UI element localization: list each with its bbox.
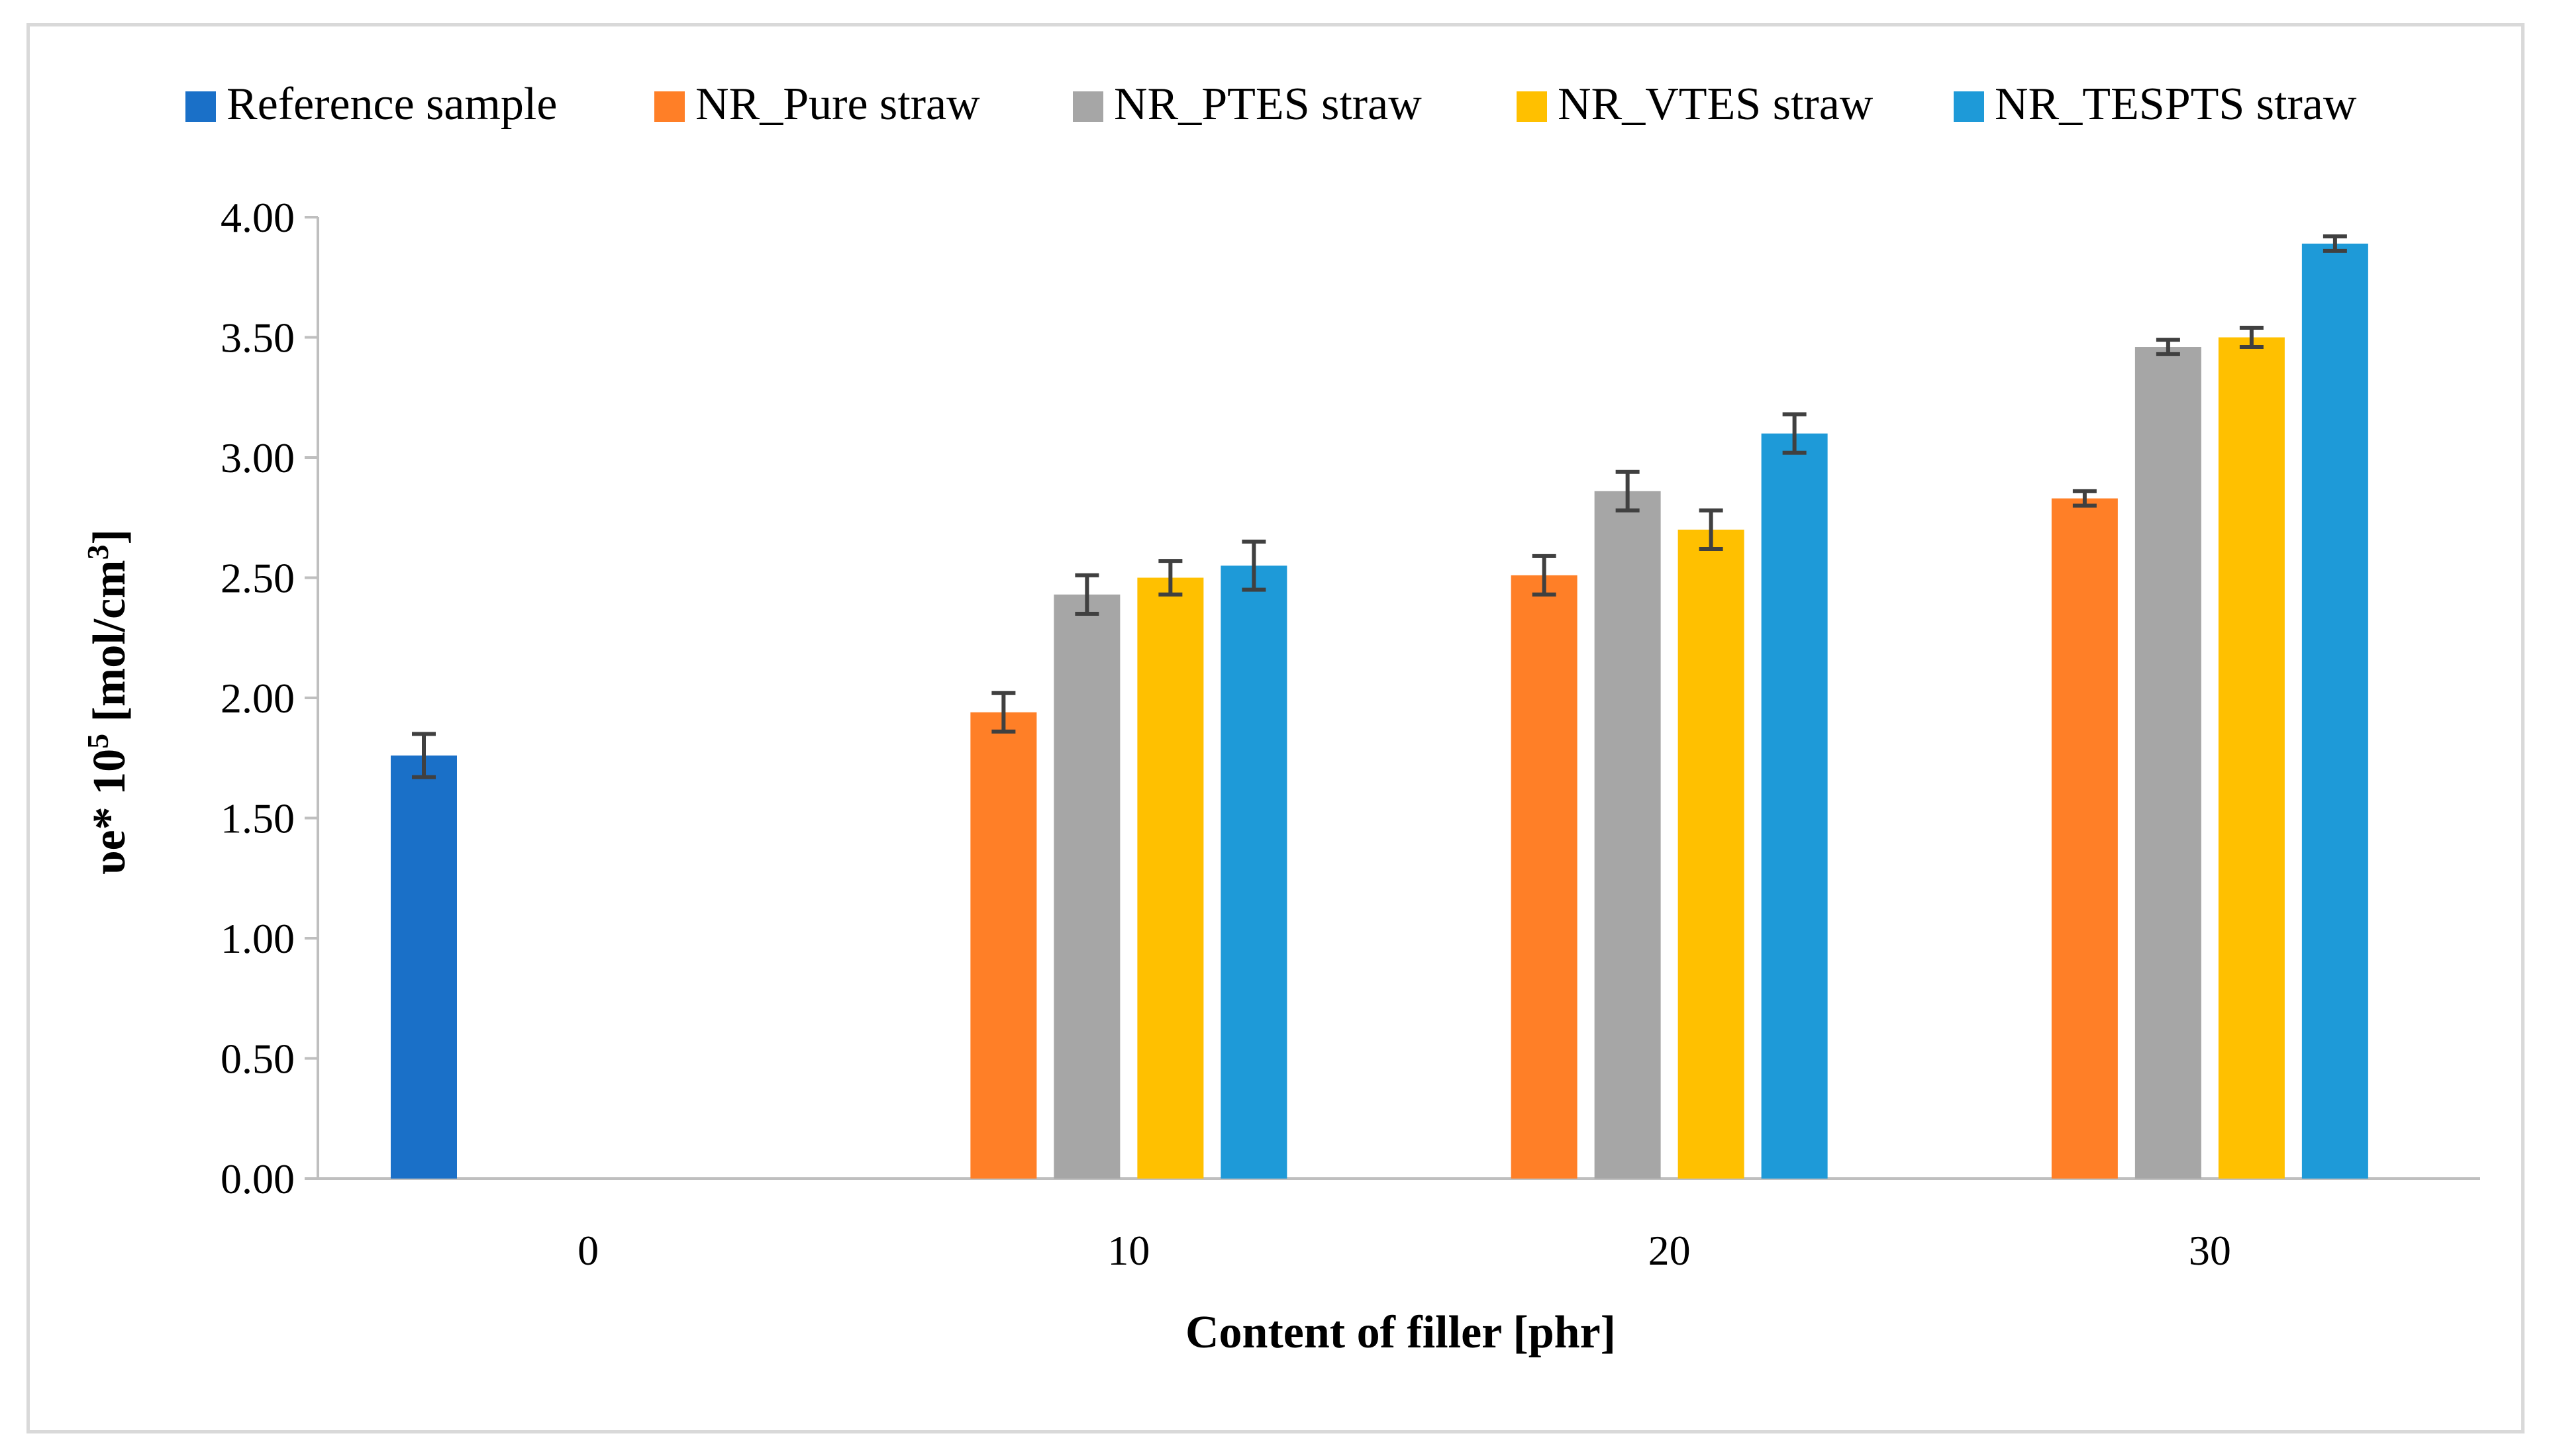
axes: 0.00 0.50 1.00 1.50 2.00 2.50 3.00 3.50 4.00 0 10 2… (221, 194, 2480, 1274)
legend-swatch (1517, 91, 1547, 122)
y-tick-label: 2.00 (221, 675, 295, 722)
legend-swatch (1954, 91, 1984, 122)
x-axis-title: Content of filler [phr] (1185, 1307, 1616, 1358)
bar (1677, 529, 1744, 1179)
x-tick-label: 20 (1648, 1227, 1691, 1274)
y-tick-label: 4.00 (221, 194, 295, 241)
y-tick-label: 0.00 (221, 1155, 295, 1202)
legend-swatch (185, 91, 216, 122)
y-axis-title-sup: 5 (81, 734, 115, 749)
bar (2134, 347, 2201, 1179)
legend-swatch (1073, 91, 1103, 122)
y-tick-label: 0.50 (221, 1036, 295, 1083)
bar (2051, 498, 2118, 1179)
legend-item: NR_VTES straw (1517, 79, 1874, 130)
y-tick-label: 3.50 (221, 315, 295, 362)
legend-swatch (654, 91, 685, 122)
bar (1137, 577, 1204, 1179)
y-axis-title-main: υe* 10 (84, 749, 135, 875)
y-tick-label: 2.50 (221, 555, 295, 602)
bar (970, 712, 1037, 1179)
legend-label: NR_Pure straw (695, 79, 980, 130)
y-tick-label: 1.50 (221, 795, 295, 842)
legend: Reference sample NR_Pure straw NR_PTES str… (185, 79, 2357, 130)
legend-item: Reference sample (185, 79, 557, 130)
y-tick-label: 3.00 (221, 434, 295, 481)
legend-label: NR_VTES straw (1558, 79, 1874, 130)
x-tick-label: 30 (2189, 1227, 2231, 1274)
bar (2218, 337, 2285, 1179)
legend-label: NR_TESPTS straw (1995, 79, 2357, 130)
bar (1221, 565, 1287, 1179)
bar (1054, 594, 1121, 1179)
x-tick-label: 0 (577, 1227, 599, 1274)
legend-label: Reference sample (226, 79, 557, 130)
bar (1511, 575, 1577, 1179)
y-axis-title-unit: [mol/cm (84, 560, 135, 734)
bar (1761, 433, 1828, 1179)
bar (2301, 243, 2368, 1179)
y-axis-title-unit-sup: 3 (81, 545, 115, 560)
y-axis-title-unit-close: ] (84, 529, 135, 544)
legend-item: NR_Pure straw (654, 79, 980, 130)
legend-item: NR_TESPTS straw (1954, 79, 2357, 130)
y-axis-title: υe* 105 [mol/cm3] (81, 529, 136, 875)
bar (391, 755, 457, 1179)
bar (1594, 491, 1661, 1179)
error-bars (412, 234, 2347, 779)
y-tick-label: 1.00 (221, 915, 295, 962)
bars (391, 243, 2368, 1179)
legend-label: NR_PTES straw (1114, 79, 1422, 130)
legend-item: NR_PTES straw (1073, 79, 1422, 130)
x-tick-label: 10 (1107, 1227, 1150, 1274)
